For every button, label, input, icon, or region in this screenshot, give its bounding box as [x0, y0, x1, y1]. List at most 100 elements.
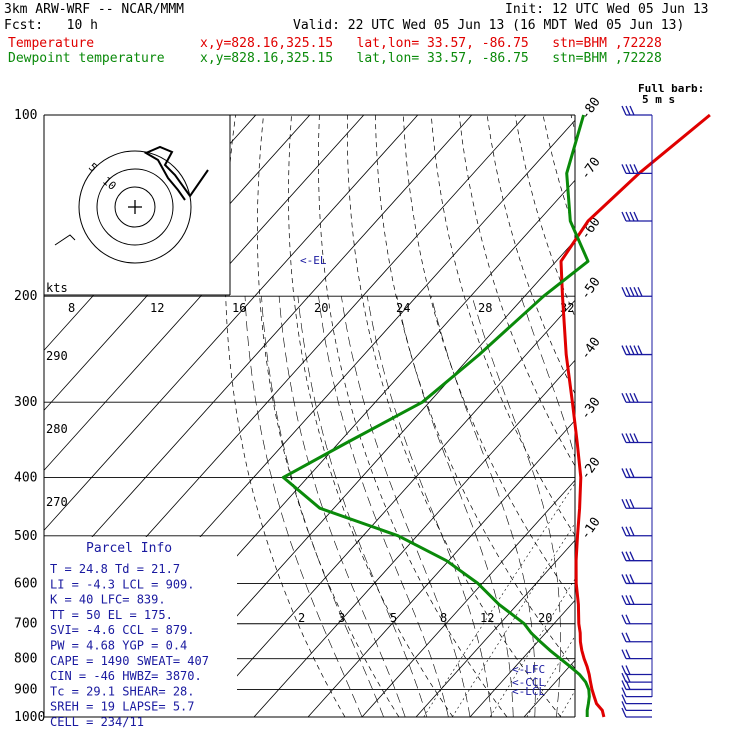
isotherm-label: -30 [578, 395, 604, 423]
mixing-ratio-label: 12 [150, 301, 164, 315]
isotherm-line [199, 299, 575, 717]
isotherm-line [361, 479, 575, 717]
dry-adiabat [402, 115, 575, 604]
parcel-info-row: Tc = 29.1 SHEAR= 28. [50, 684, 195, 698]
isotherm-label: -40 [578, 335, 604, 363]
mixing-ratio-label: 20 [538, 611, 552, 625]
dry-adiabat [257, 115, 400, 717]
wind-barb-flag [621, 687, 627, 697]
wind-barb-flag [629, 468, 635, 478]
parcel-info-row: CELL = 234/11 [50, 715, 144, 729]
mixing-ratio-label: 16 [232, 301, 246, 315]
parcel-info-row: SVI= -4.6 CCL = 879. [50, 623, 195, 637]
wind-barb-flag [625, 468, 631, 478]
barb-legend-line2: 5 m s [642, 93, 675, 106]
wind-barb-flag [625, 665, 631, 675]
mixing-ratio-label: 12 [480, 611, 494, 625]
wind-barb-flag [625, 574, 631, 584]
mixing-ratio-label: 8 [440, 611, 447, 625]
wind-barb-flag [621, 551, 627, 561]
wind-barb-flag [625, 595, 631, 605]
isotherm-label: -70 [578, 155, 604, 183]
level-marker: <-CCL [512, 676, 545, 689]
mixing-ratio-label: 28 [478, 301, 492, 315]
parcel-info-row: T = 24.8 Td = 21.7 [50, 562, 180, 576]
wind-barb-flag [625, 526, 631, 537]
wind-barb-flag [633, 211, 639, 222]
wind-barb-flag [625, 211, 631, 222]
parcel-info-row: TT = 50 EL = 175. [50, 608, 173, 622]
hodograph-ring [114, 186, 156, 228]
wind-barb-flag [621, 665, 627, 675]
wind-barb-flag [625, 551, 631, 561]
wind-barb-flag [633, 345, 639, 355]
temperature-profile [559, 113, 711, 718]
wind-barb-flag [625, 286, 631, 297]
wind-barb-flag [633, 164, 639, 174]
moist-adiabat [471, 296, 561, 717]
hodograph-trace [143, 145, 209, 201]
hodograph-ring [96, 168, 174, 246]
wind-barb-flag [637, 286, 643, 297]
pressure-tick-label: 100 [14, 108, 37, 123]
mixing-ratio-line [526, 635, 575, 717]
parcel-info-row: LI = -4.3 LCL = 909. [50, 577, 195, 591]
wind-barb-flag [621, 614, 627, 625]
wind-barb-flag [633, 392, 639, 403]
pressure-tick-label: 500 [14, 529, 37, 544]
wind-barb-flag [633, 433, 639, 443]
mixing-ratio-line [423, 482, 575, 717]
moist-adiabat [244, 296, 363, 717]
moist-adiabat [318, 296, 449, 717]
isotherm-line [44, 115, 419, 531]
barb-legend-line1: Full barb: [638, 82, 704, 95]
isotherm-line [307, 419, 575, 717]
wind-barb-flag [625, 164, 631, 174]
parcel-info-row: K = 40 LFC= 839. [50, 593, 166, 607]
wind-barb-flag [621, 694, 627, 704]
wind-barb-flag [621, 164, 627, 174]
wind-barb-flag [621, 574, 627, 584]
isotherm-line [253, 359, 575, 717]
dry-adiabat [374, 115, 575, 670]
pressure-tick-label: 400 [14, 470, 37, 485]
wind-barb-flag [621, 468, 627, 478]
pressure-tick-label: 700 [14, 617, 37, 632]
model-title: 3km ARW-WRF -- NCAR/MMM [4, 2, 185, 17]
parcel-info-row: CIN = -46 HWBZ= 3870. [50, 669, 202, 683]
mixing-ratio-line [452, 522, 575, 717]
wind-barb-flag [621, 632, 627, 643]
parcel-info-row: PW = 4.68 YGP = 0.4 [50, 639, 187, 653]
theta-e-label: 290 [46, 349, 68, 363]
dry-adiabat [288, 115, 454, 717]
dry-adiabat [224, 115, 346, 717]
parcel-info-row: CAPE = 1490 SWEAT= 407 [50, 654, 209, 668]
wind-barb-flag [621, 345, 627, 355]
wind-barb-flag [621, 526, 627, 537]
isotherm-line [469, 599, 575, 717]
wind-barb-flag [625, 105, 631, 116]
parcel-info-title: Parcel Info [86, 541, 172, 556]
dry-adiabat [318, 115, 508, 717]
moist-adiabat [431, 296, 536, 717]
wind-barb-flag [629, 105, 635, 116]
pressure-tick-label: 1000 [14, 710, 45, 725]
wind-barb-flag [629, 595, 635, 605]
isotherm-label: -50 [578, 275, 604, 303]
theta-e-label: 270 [46, 495, 68, 509]
wind-barb-flag [629, 392, 635, 403]
wind-barb-flag [621, 672, 627, 683]
wind-barb-flag [629, 345, 635, 355]
moist-adiabat [341, 296, 471, 717]
pressure-tick-label: 900 [14, 682, 37, 697]
hodograph-arrow [54, 234, 76, 246]
wind-barb-flag [633, 286, 639, 297]
mixing-ratio-label: 3 [338, 611, 345, 625]
hodograph-ring [78, 150, 192, 264]
wind-barb-flag [637, 345, 643, 355]
pressure-tick-label: 300 [14, 395, 37, 410]
plot-area [44, 115, 575, 717]
wind-barb-flag [625, 614, 631, 625]
wind-barb-flag [621, 105, 627, 116]
mixing-ratio-label: 8 [68, 301, 75, 315]
